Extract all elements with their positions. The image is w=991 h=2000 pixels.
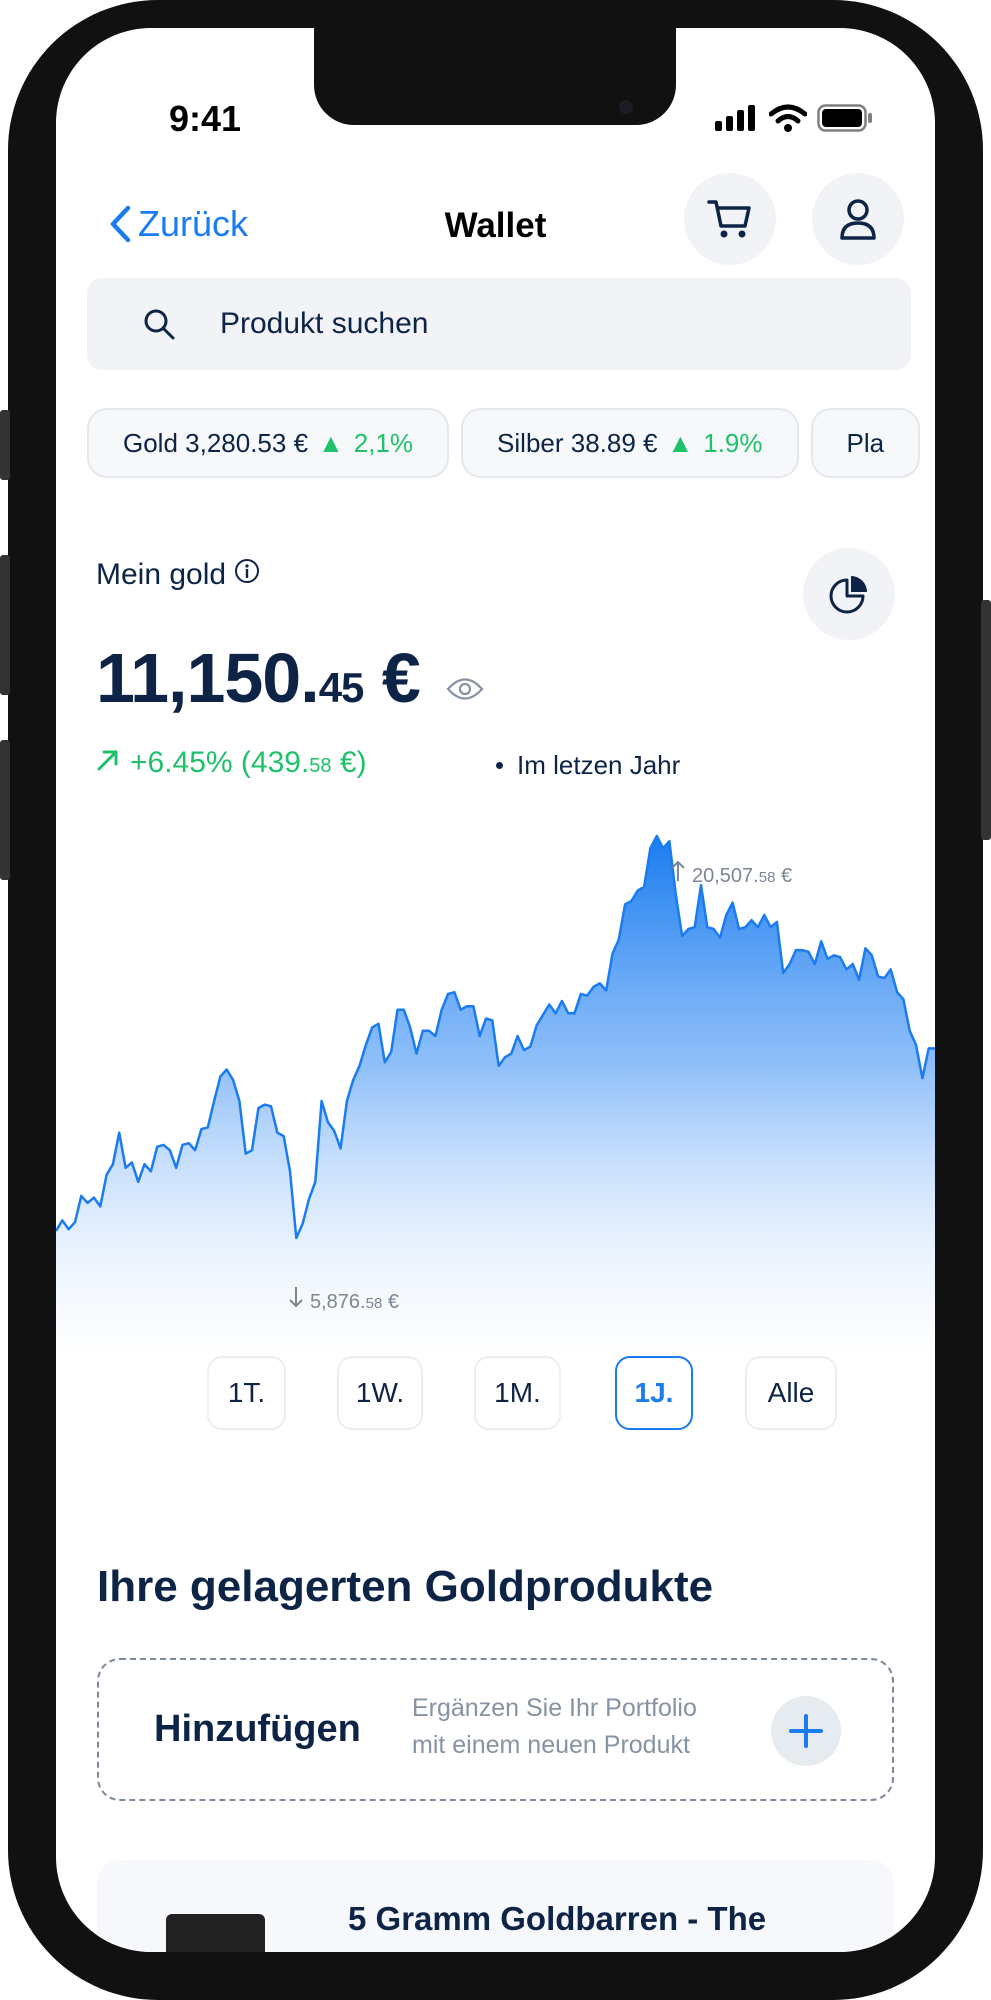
- allocation-button[interactable]: [803, 548, 895, 640]
- product-card[interactable]: 5 Gramm Goldbarren - The: [97, 1860, 894, 1952]
- ticker-label: Pla: [846, 427, 885, 458]
- max-value: 20,507.: [692, 865, 759, 887]
- range-1d[interactable]: 1T.: [207, 1356, 286, 1430]
- pie-chart-icon: [829, 576, 867, 614]
- back-label: Zurück: [138, 203, 249, 244]
- ticker-label: Silber 38.89 €: [497, 427, 658, 458]
- add-button[interactable]: [771, 1696, 841, 1766]
- change-cents: 58: [309, 755, 332, 777]
- user-icon: [840, 199, 876, 240]
- profile-button[interactable]: [812, 173, 904, 265]
- arrow-down-icon: [289, 1287, 303, 1308]
- chart-line: [56, 834, 935, 1240]
- range-1m[interactable]: 1M.: [474, 1356, 561, 1430]
- side-button: [0, 740, 10, 880]
- info-icon[interactable]: [234, 558, 260, 584]
- min-cents: 58: [365, 1295, 383, 1312]
- product-title: 5 Gramm Goldbarren - The: [348, 1900, 767, 1937]
- wallet-value-cents: 45: [318, 664, 365, 711]
- wallet-label: Mein gold: [96, 558, 260, 592]
- add-desc-line: mit einem neuen Produkt: [412, 1731, 690, 1759]
- bullet: [496, 762, 503, 769]
- range-1y[interactable]: 1J.: [615, 1356, 693, 1430]
- side-button: [0, 555, 10, 695]
- camera: [619, 100, 633, 114]
- ticker-change: 1.9%: [703, 427, 763, 458]
- period-label: Im letzen Jahr: [496, 750, 680, 781]
- arrow-up-right-icon: [97, 750, 118, 771]
- plus-icon: [789, 1714, 823, 1748]
- min-currency: €: [382, 1291, 399, 1313]
- arrow-up-icon: [671, 860, 685, 881]
- min-value: 5,876.: [310, 1291, 366, 1313]
- range-1w[interactable]: 1W.: [337, 1356, 423, 1430]
- product-image: [166, 1914, 265, 1952]
- status-icons: [715, 104, 873, 132]
- add-title: Hinzufügen: [154, 1708, 361, 1750]
- period-text: Im letzen Jahr: [517, 750, 681, 780]
- battery-icon: [817, 104, 872, 132]
- ticker-chip-platinum[interactable]: Pla: [810, 408, 921, 478]
- chart-min-label: 5,876.58 €: [288, 1286, 399, 1314]
- cart-button[interactable]: [684, 173, 776, 265]
- triangle-up-icon: ▲: [667, 427, 694, 458]
- max-cents: 58: [758, 869, 776, 886]
- max-currency: €: [775, 865, 793, 887]
- triangle-up-icon: ▲: [318, 427, 344, 458]
- ticker-chip-gold[interactable]: Gold 3,280.53 € ▲ 2,1%: [87, 408, 450, 478]
- signal-icon: [715, 105, 755, 131]
- wallet-change: +6.45% (439.58 €): [96, 746, 367, 780]
- search-bar[interactable]: [87, 278, 911, 370]
- portfolio-chart: [56, 834, 935, 1348]
- side-button: [981, 600, 991, 840]
- range-all[interactable]: Alle: [745, 1356, 837, 1430]
- side-button: [0, 410, 10, 480]
- wifi-icon: [769, 104, 807, 132]
- chart-max-label: 20,507.58 €: [670, 860, 792, 888]
- screen: 9:41 Wallet Zurück Gold 3,280.53 € ▲ 2,1…: [56, 28, 935, 1952]
- search-icon: [144, 309, 175, 340]
- search-input[interactable]: [220, 307, 820, 341]
- add-description: Ergänzen Sie Ihr Portfolio mit einem neu…: [412, 1690, 697, 1764]
- back-button[interactable]: Zurück: [108, 203, 248, 245]
- cart-icon: [707, 200, 751, 238]
- wallet-value-currency: €: [363, 639, 421, 717]
- chevron-left-icon: [110, 205, 131, 243]
- change-tail: €): [331, 746, 367, 779]
- notch: [314, 28, 676, 125]
- ticker-chip-silver[interactable]: Silber 38.89 € ▲ 1.9%: [461, 408, 799, 478]
- add-product-card[interactable]: Hinzufügen Ergänzen Sie Ihr Portfolio mi…: [97, 1658, 894, 1801]
- products-heading: Ihre gelagerten Goldprodukte: [97, 1562, 714, 1611]
- wallet-value: 11,150. 45 €: [96, 638, 484, 718]
- change-pct: +6.45% (439.: [130, 746, 310, 779]
- ticker-label: Gold 3,280.53 €: [123, 427, 309, 458]
- wallet-value-main: 11,150.: [96, 639, 320, 717]
- add-desc-line: Ergänzen Sie Ihr Portfolio: [412, 1694, 697, 1722]
- eye-icon[interactable]: [446, 676, 484, 702]
- status-time: 9:41: [169, 98, 242, 139]
- wallet-label-text: Mein gold: [96, 558, 227, 591]
- ticker-change: 2,1%: [353, 427, 414, 458]
- chart-area: [56, 836, 935, 1348]
- ticker-list[interactable]: Gold 3,280.53 € ▲ 2,1% Silber 38.89 € ▲ …: [87, 408, 921, 478]
